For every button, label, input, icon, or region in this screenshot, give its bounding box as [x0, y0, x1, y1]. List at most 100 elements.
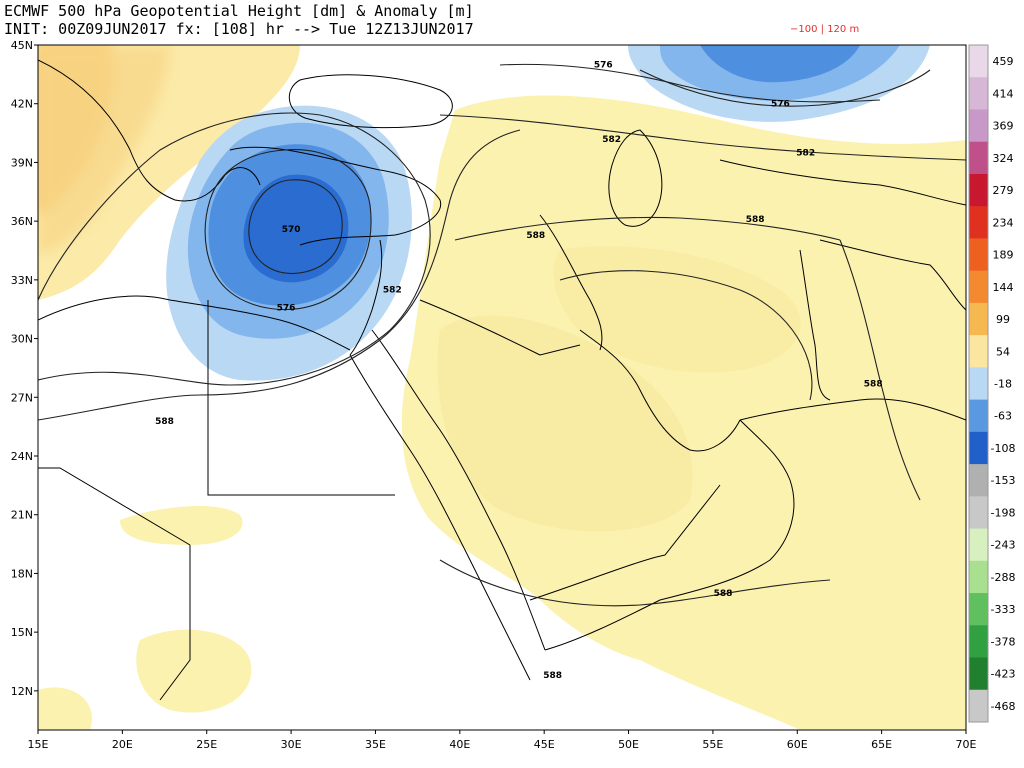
colorbar-swatch: [969, 464, 988, 497]
colorbar-label: -378: [991, 635, 1016, 648]
contour-576-caspian: [639, 69, 931, 107]
latitude-axis: 45N 42N 39N 36N 33N 30N 27N 24N 21N 18N 15N 12N: [11, 39, 38, 698]
border-iran-afghan: [799, 249, 831, 401]
colorbar-label: -18: [994, 378, 1012, 391]
contour-label: 576: [771, 100, 790, 110]
colorbar-label: -468: [991, 700, 1016, 713]
contour-labels: 576 576 582 582 588 588 570 582 576 588 588 588 588: [155, 61, 883, 682]
colorbar-label: -108: [991, 442, 1016, 455]
colorbar-swatch: [969, 625, 988, 659]
trough-anomaly-core: [243, 174, 349, 283]
libya-chad-border: [38, 467, 191, 546]
lon-label: 25E: [196, 738, 217, 751]
mediterranean-coast-north: [38, 59, 261, 202]
colorbar-label: -153: [991, 474, 1016, 487]
chart-subtitle: INIT: 00Z09JUN2017 fx: [108] hr --> Tue …: [4, 20, 474, 38]
negative-anomaly-field: [166, 45, 930, 381]
colorbar-swatch: [969, 302, 988, 336]
chart-title: ECMWF 500 hPa Geopotential Height [dm] &…: [4, 2, 474, 20]
lat-label: 36N: [11, 215, 33, 228]
colorbar-label: 234: [993, 216, 1014, 229]
contour-582-trough: [38, 112, 431, 386]
lat-label: 27N: [11, 391, 33, 404]
colorbar-label: -243: [991, 539, 1016, 552]
contour-570: [248, 179, 343, 274]
coastlines-borders: [38, 59, 966, 701]
height-contours: [38, 63, 966, 607]
contour-588-west: [38, 129, 521, 421]
longitude-axis: 15E 20E 25E 30E 35E 40E 45E 50E 55E 60E 65E 70E: [28, 730, 977, 751]
arabian-gulf: [579, 329, 741, 452]
colorbar-swatch: [969, 238, 988, 272]
map-area: 576 576 582 582 588 588 570 582 576 588 588 588 588: [38, 45, 966, 730]
contour-588-main: [454, 216, 841, 241]
colorbar-label: 279: [993, 184, 1014, 197]
ridge-anomaly-main: [401, 95, 966, 730]
map-frame: [37, 44, 967, 731]
lon-label: 40E: [449, 738, 470, 751]
lon-label: 60E: [787, 738, 808, 751]
colorbar-label: -198: [991, 506, 1016, 519]
lat-label: 42N: [11, 98, 33, 111]
colorbar-swatch: [969, 560, 988, 594]
contour-label: 588: [526, 231, 545, 241]
colorbar-swatch: [969, 173, 988, 207]
levant-coast: [349, 239, 383, 356]
title-block: ECMWF 500 hPa Geopotential Height [dm] &…: [4, 2, 474, 38]
colorbar-label: 369: [993, 120, 1014, 133]
colorbar-label: 189: [993, 249, 1014, 262]
border-central-asia: [719, 159, 966, 206]
lon-label: 30E: [281, 738, 302, 751]
colorbar-swatch: [969, 593, 988, 626]
colorbar-swatch: [969, 335, 988, 368]
colorbar-swatch: [969, 528, 988, 562]
colorbar-label: -423: [991, 668, 1016, 681]
red-sea-east: [371, 329, 546, 651]
border-afghan-pakistan: [819, 239, 966, 311]
lat-label: 33N: [11, 274, 33, 287]
colorbar-swatch: [969, 657, 988, 691]
border-saudi-yemen: [529, 484, 721, 601]
colorbar-swatch: [969, 45, 988, 78]
caspian-sea: [608, 129, 663, 227]
lon-label: 55E: [702, 738, 723, 751]
positive-anomaly-field: [38, 45, 966, 730]
colorbar-label: 459: [993, 55, 1014, 68]
colorbar-label: 324: [993, 152, 1014, 165]
colorbar-label: -288: [991, 571, 1016, 584]
contour-576-trough: [204, 149, 372, 311]
anomaly-range-note: −100 | 120 m: [790, 24, 860, 35]
border-sudan-chad: [159, 545, 191, 701]
contour-588-south: [439, 559, 831, 607]
contour-label: 576: [277, 303, 296, 313]
colorbar-label: -63: [994, 410, 1012, 423]
colorbar-label: -333: [991, 603, 1016, 616]
contour-label: 588: [155, 417, 174, 427]
colorbar-swatch: [969, 141, 988, 175]
lon-label: 50E: [618, 738, 639, 751]
europe-anomaly-mid: [38, 45, 170, 255]
africa-anomaly-patch: [136, 629, 252, 713]
contour-label: 582: [383, 286, 402, 296]
ridge-anomaly-core: [437, 315, 693, 532]
contour-label: 588: [864, 380, 883, 390]
contour-label: 576: [594, 61, 613, 71]
border-iran-iraq: [539, 214, 603, 351]
lon-label: 45E: [534, 738, 555, 751]
colorbar-label: 414: [993, 87, 1014, 100]
ridge-anomaly-core-2: [553, 246, 801, 373]
colorbar-frame: [968, 44, 989, 723]
lon-label: 35E: [365, 738, 386, 751]
contour-588-east: [839, 239, 921, 501]
red-sea-west: [349, 354, 531, 681]
contour-label: 588: [543, 671, 562, 681]
contour-label: 582: [602, 135, 621, 145]
border-arabia-north: [419, 299, 581, 356]
colorbar-label: 99: [996, 313, 1010, 326]
contour-label: 570: [282, 225, 301, 235]
contour-label: 582: [796, 149, 815, 159]
colorbar-swatch: [969, 109, 988, 143]
colorbar-swatch: [969, 496, 988, 530]
lat-label: 45N: [11, 39, 33, 52]
